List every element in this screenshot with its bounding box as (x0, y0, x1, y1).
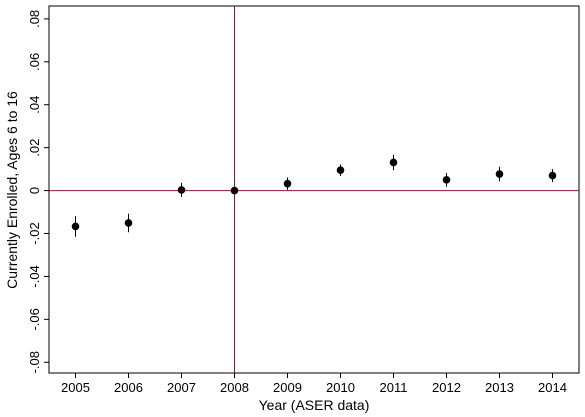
data-point (71, 222, 80, 231)
data-point (495, 170, 504, 178)
plot-frame (48, 5, 580, 374)
x-tick-label: 2011 (380, 380, 408, 395)
y-tick-label: .08 (27, 10, 42, 28)
data-points (71, 154, 557, 237)
y-tick-label: 0 (27, 187, 42, 194)
data-point (548, 171, 557, 180)
data-point (124, 219, 133, 227)
reference-lines (49, 6, 579, 373)
data-point (336, 166, 345, 174)
data-point (283, 179, 292, 188)
x-tick-label: 2012 (432, 380, 461, 395)
x-tick-label: 2014 (538, 380, 567, 395)
data-point (389, 158, 398, 167)
y-axis: -.08 -.06 -.04 -.02 0 .02 .04 .06 .08 (27, 10, 49, 373)
x-tick-label: 2005 (61, 380, 90, 395)
y-tick-label: -.06 (27, 308, 42, 330)
x-tick-label: 2013 (485, 380, 514, 395)
y-tick-label: -.02 (27, 222, 42, 244)
x-tick-label: 2007 (167, 380, 196, 395)
y-tick-label: -.08 (27, 351, 42, 373)
y-tick-label: -.04 (27, 265, 42, 287)
x-axis-title: Year (ASER data) (259, 397, 370, 413)
x-tick-label: 2009 (273, 380, 302, 395)
y-tick-label: .04 (27, 96, 42, 114)
data-point (442, 176, 451, 184)
data-point (177, 186, 186, 194)
data-point (230, 186, 239, 195)
x-tick-label: 2010 (326, 380, 355, 395)
x-tick-label: 2006 (114, 380, 143, 395)
y-tick-label: .02 (27, 139, 42, 157)
y-axis-title: Currently Enrolled, Ages 6 to 16 (4, 91, 20, 289)
x-tick-label: 2008 (220, 380, 249, 395)
x-axis: 2005 2006 2007 2008 2009 2010 2011 2012 2013 2014 (61, 373, 567, 395)
y-tick-label: .06 (27, 53, 42, 71)
